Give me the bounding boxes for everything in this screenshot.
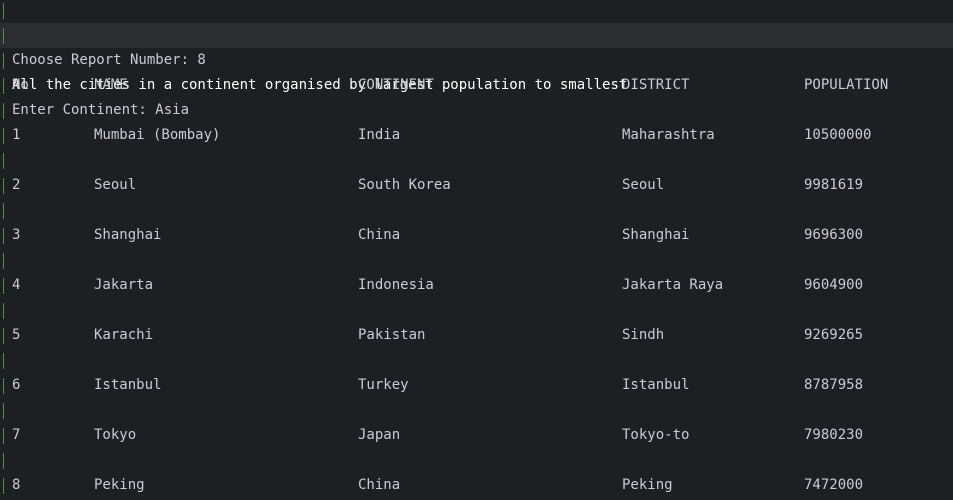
blank-line bbox=[0, 98, 953, 123]
table-row: 5 Karachi Pakistan Sindh 9269265 bbox=[0, 323, 953, 348]
cell-no: 1 bbox=[12, 127, 21, 143]
cell-population: 10500000 bbox=[804, 127, 872, 143]
blank-line bbox=[0, 348, 953, 373]
gutter-marker bbox=[3, 28, 4, 44]
table-row: 6 Istanbul Turkey Istanbul 8787958 bbox=[0, 373, 953, 398]
gutter-marker bbox=[3, 3, 4, 19]
header-continent: CONTINENT bbox=[358, 77, 434, 93]
cell-continent: Japan bbox=[358, 427, 401, 443]
gutter-marker bbox=[3, 228, 4, 244]
cell-district: Peking bbox=[622, 477, 673, 493]
prompt-continent-line: Enter Continent: Asia bbox=[0, 48, 953, 118]
report-title-line: All the cities in a continent organised … bbox=[0, 23, 953, 93]
cell-population: 9696300 bbox=[804, 227, 864, 243]
cell-district: Istanbul bbox=[622, 377, 690, 393]
header-no: No bbox=[12, 77, 29, 93]
cell-population: 7472000 bbox=[804, 477, 864, 493]
gutter-marker bbox=[3, 328, 4, 344]
gutter-marker bbox=[3, 428, 4, 444]
cell-district: Jakarta Raya bbox=[622, 277, 724, 293]
prompt-continent-text: Enter Continent: Asia bbox=[12, 102, 190, 118]
header-district: DISTRICT bbox=[622, 77, 690, 93]
cell-continent: Indonesia bbox=[358, 277, 434, 293]
gutter-marker bbox=[3, 253, 4, 269]
gutter-marker bbox=[3, 203, 4, 219]
prompt-report-text: Choose Report Number: 8 bbox=[12, 52, 206, 68]
table-row: 4 Jakarta Indonesia Jakarta Raya 9604900 bbox=[0, 273, 953, 298]
cell-continent: India bbox=[358, 127, 401, 143]
blank-line bbox=[0, 198, 953, 223]
gutter-marker bbox=[3, 153, 4, 169]
cell-district: Seoul bbox=[622, 177, 665, 193]
cell-population: 9981619 bbox=[804, 177, 864, 193]
gutter-marker bbox=[3, 353, 4, 369]
cell-continent: Pakistan bbox=[358, 327, 426, 343]
cell-district: Tokyo-to bbox=[622, 427, 690, 443]
gutter-marker bbox=[3, 278, 4, 294]
blank-line bbox=[0, 398, 953, 423]
table-row: 7 Tokyo Japan Tokyo-to 7980230 bbox=[0, 423, 953, 448]
blank-line bbox=[0, 298, 953, 323]
gutter-marker bbox=[3, 403, 4, 419]
gutter-marker bbox=[3, 453, 4, 469]
cell-name: Karachi bbox=[94, 327, 154, 343]
cell-no: 6 bbox=[12, 377, 21, 393]
prompt-report-line: Choose Report Number: 8 bbox=[0, 0, 953, 68]
cell-district: Shanghai bbox=[622, 227, 690, 243]
gutter-marker bbox=[3, 128, 4, 144]
blank-line bbox=[0, 448, 953, 473]
table-row: 2 Seoul South Korea Seoul 9981619 bbox=[0, 173, 953, 198]
gutter-marker bbox=[3, 303, 4, 319]
cell-name: Istanbul bbox=[94, 377, 162, 393]
cell-population: 9604900 bbox=[804, 277, 864, 293]
cell-district: Sindh bbox=[622, 327, 665, 343]
cell-district: Maharashtra bbox=[622, 127, 715, 143]
gutter-marker bbox=[3, 178, 4, 194]
gutter-marker bbox=[3, 53, 4, 69]
cell-no: 2 bbox=[12, 177, 21, 193]
table-row: 8 Peking China Peking 7472000 bbox=[0, 473, 953, 498]
cell-continent: Turkey bbox=[358, 377, 409, 393]
blank-line bbox=[0, 148, 953, 173]
gutter-marker bbox=[3, 78, 4, 94]
table-row: 1 Mumbai (Bombay) India Maharashtra 10500000 bbox=[0, 123, 953, 148]
gutter-marker bbox=[3, 103, 4, 119]
cell-no: 7 bbox=[12, 427, 21, 443]
cell-continent: China bbox=[358, 477, 401, 493]
cell-name: Shanghai bbox=[94, 227, 162, 243]
table-row: 3 Shanghai China Shanghai 9696300 bbox=[0, 223, 953, 248]
header-population: POPULATION bbox=[804, 77, 889, 93]
cell-population: 8787958 bbox=[804, 377, 864, 393]
cell-no: 4 bbox=[12, 277, 21, 293]
table-header-row: No NAME CONTINENT DISTRICT POPULATION bbox=[0, 73, 953, 98]
cell-continent: China bbox=[358, 227, 401, 243]
gutter-marker bbox=[3, 478, 4, 494]
cell-name: Seoul bbox=[94, 177, 137, 193]
cell-name: Tokyo bbox=[94, 427, 137, 443]
cell-population: 7980230 bbox=[804, 427, 864, 443]
cell-name: Jakarta bbox=[94, 277, 154, 293]
cell-name: Mumbai (Bombay) bbox=[94, 127, 221, 143]
gutter-marker bbox=[3, 378, 4, 394]
blank-line bbox=[0, 248, 953, 273]
cell-name: Peking bbox=[94, 477, 145, 493]
cell-no: 5 bbox=[12, 327, 21, 343]
cell-no: 3 bbox=[12, 227, 21, 243]
report-title-text: All the cities in a continent organised … bbox=[12, 77, 628, 93]
cell-no: 8 bbox=[12, 477, 21, 493]
header-name: NAME bbox=[94, 77, 128, 93]
cell-continent: South Korea bbox=[358, 177, 451, 193]
cell-population: 9269265 bbox=[804, 327, 864, 343]
